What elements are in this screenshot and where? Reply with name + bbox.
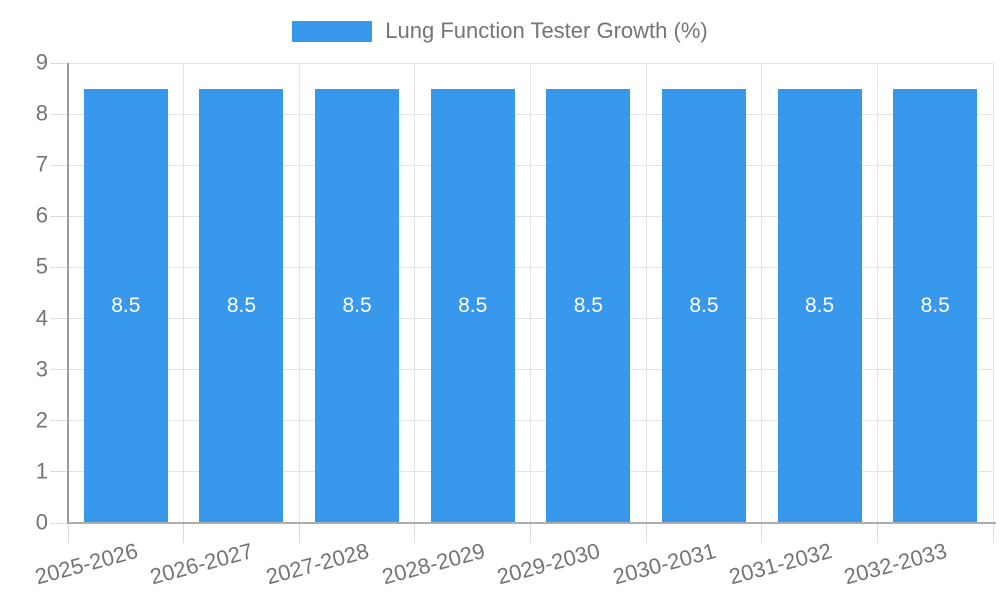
x-axis-tick [298, 523, 300, 543]
legend-swatch-icon [292, 20, 373, 42]
y-axis-tick [50, 522, 68, 524]
x-axis-tick [183, 523, 185, 543]
bar-value-label: 8.5 [111, 293, 141, 317]
x-axis-tick [876, 523, 878, 543]
bar-2030-2031[interactable] [661, 88, 746, 523]
bar-value-label: 8.5 [342, 293, 372, 317]
y-axis-tick [50, 471, 68, 473]
bar-2027-2028[interactable] [315, 88, 400, 523]
bar-value-label: 8.5 [573, 293, 603, 317]
x-gridline [761, 63, 763, 523]
x-axis-tick [992, 523, 994, 543]
x-axis-line [67, 522, 996, 524]
bar-2028-2029[interactable] [430, 88, 515, 523]
y-axis-tick [50, 113, 68, 115]
x-axis-tick [67, 523, 69, 543]
y-axis-tick-label: 9 [35, 49, 48, 75]
y-axis-tick [50, 318, 68, 320]
y-axis-tick [50, 420, 68, 422]
y-axis-tick-label: 7 [35, 151, 48, 177]
bar-value-label: 8.5 [689, 293, 719, 317]
bar-value-label: 8.5 [458, 293, 488, 317]
x-gridline [414, 63, 416, 523]
y-axis-tick-label: 6 [35, 202, 48, 228]
y-axis-tick-label: 1 [35, 458, 48, 484]
bar-2029-2030[interactable] [546, 88, 631, 523]
y-axis-tick-label: 4 [35, 305, 48, 331]
x-gridline [298, 63, 300, 523]
y-axis-tick [50, 266, 68, 268]
y-axis-tick-label: 3 [35, 356, 48, 382]
y-axis-tick-label: 0 [35, 509, 48, 535]
y-axis-line [67, 63, 69, 523]
bar-2026-2027[interactable] [199, 88, 284, 523]
y-axis-tick-label: 5 [35, 253, 48, 279]
y-axis-tick [50, 62, 68, 64]
x-gridline [530, 63, 531, 523]
legend[interactable]: Lung Function Tester Growth (%) [0, 19, 1000, 43]
y-axis-tick-label: 8 [35, 100, 48, 126]
y-axis-tick-label: 2 [35, 407, 48, 433]
x-gridline [183, 63, 185, 523]
bar-2031-2032[interactable] [777, 88, 862, 523]
x-axis-tick [761, 523, 763, 543]
x-gridline [876, 63, 878, 523]
bar-value-label: 8.5 [920, 293, 950, 317]
bar-2032-2033[interactable] [893, 88, 978, 523]
bar-value-label: 8.5 [804, 293, 835, 317]
bar-2025-2026[interactable] [83, 88, 168, 523]
y-axis-tick [50, 164, 68, 166]
bar-value-label: 8.5 [226, 293, 257, 317]
legend-label: Lung Function Tester Growth (%) [385, 18, 708, 43]
y-axis-tick [50, 215, 68, 217]
y-axis-tick [50, 369, 68, 371]
x-axis-tick [645, 523, 647, 543]
x-gridline [992, 63, 994, 523]
x-axis-tick [414, 523, 416, 543]
x-gridline [645, 63, 647, 523]
x-axis-tick [530, 523, 531, 543]
